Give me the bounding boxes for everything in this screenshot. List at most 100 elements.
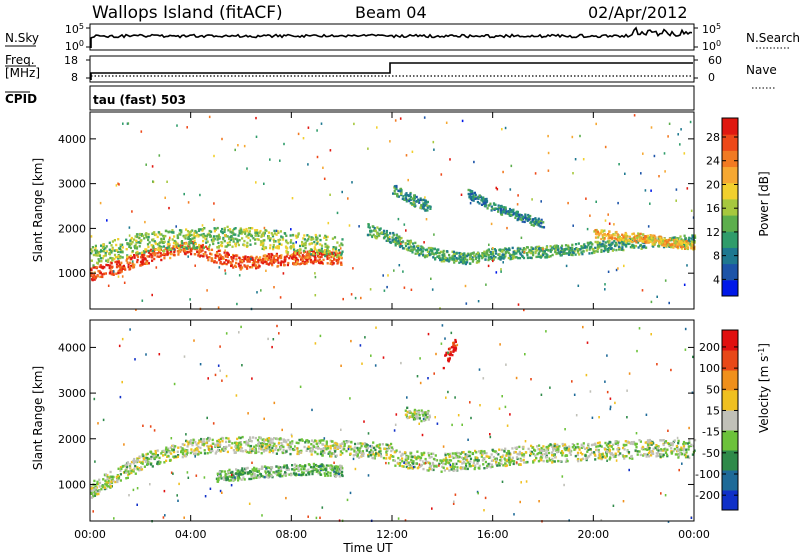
echo-cell (183, 245, 186, 249)
echo-cell (203, 440, 206, 443)
colorbar-tick-label: 16 (706, 202, 720, 215)
echo-cell (474, 193, 477, 197)
echo-cell (265, 449, 268, 452)
echo-cell (135, 239, 138, 242)
echo-cell (372, 453, 375, 456)
echo-cell (610, 445, 613, 448)
echo-cell (397, 189, 400, 192)
echo-cell (180, 231, 183, 234)
echo-cell (170, 231, 173, 234)
echo-cell (251, 227, 254, 230)
echo-cell (561, 454, 564, 457)
colorbar-tick-label: 24 (706, 155, 720, 168)
echo-cell (159, 461, 162, 464)
echo-cell (423, 202, 427, 205)
echo-cell (156, 243, 159, 246)
echo-cell (377, 454, 380, 457)
echo-cell (597, 450, 601, 454)
echo-cell (627, 451, 631, 454)
echo-cell (290, 239, 293, 242)
echo-cell (292, 448, 295, 452)
echo-cell (95, 490, 98, 493)
echo-cell (110, 262, 113, 265)
echo-cell (209, 233, 212, 236)
echo-cell (323, 249, 327, 252)
echo-cell (118, 263, 121, 266)
echo-cell (623, 264, 625, 268)
echo-cell (485, 466, 488, 469)
echo-cell (485, 250, 488, 254)
nsky-tick-bottom: 100 (65, 39, 84, 53)
echo-cell (531, 220, 534, 223)
echo-cell (598, 457, 601, 460)
echo-cell (497, 204, 500, 207)
echo-cell (659, 240, 662, 243)
echo-cell (124, 464, 127, 467)
echo-cell (93, 479, 96, 483)
echo-cell (306, 250, 309, 253)
echo-cell (199, 193, 201, 197)
echo-cell (409, 202, 412, 205)
echo-cell (495, 461, 498, 464)
echo-cell (474, 196, 477, 199)
echo-cell (654, 240, 657, 244)
echo-cell (234, 242, 237, 246)
echo-cell (501, 128, 503, 131)
echo-cell (467, 188, 470, 192)
echo-cell (164, 448, 168, 451)
echo-cell (432, 256, 435, 259)
echo-cell (287, 261, 290, 265)
echo-cell (440, 461, 443, 464)
echo-cell (641, 289, 644, 292)
echo-cell (424, 209, 427, 212)
echo-cell (420, 248, 423, 251)
echo-cell (593, 251, 596, 254)
echo-cell (505, 452, 508, 455)
echo-cell (500, 448, 503, 452)
echo-cell (553, 456, 557, 459)
echo-cell (93, 494, 97, 497)
echo-cell (138, 232, 142, 236)
echo-cell (109, 269, 112, 272)
echo-cell (466, 261, 469, 264)
echo-cell (242, 255, 245, 259)
echo-cell (591, 251, 594, 255)
echo-cell (360, 454, 363, 457)
echo-cell (131, 210, 133, 213)
echo-cell (662, 449, 665, 452)
echo-cell (502, 261, 504, 264)
echo-cell (458, 261, 461, 264)
echo-cell (165, 229, 168, 233)
echo-cell (187, 247, 190, 251)
echo-cell (111, 272, 114, 276)
echo-cell (206, 247, 209, 250)
echo-cell (456, 466, 459, 469)
echo-cell (283, 255, 286, 259)
echo-cell (522, 453, 526, 456)
echo-cell (332, 246, 335, 249)
echo-cell (142, 258, 145, 261)
echo-cell (255, 230, 258, 233)
echo-cell (94, 244, 97, 248)
echo-cell (511, 447, 514, 450)
echo-cell (301, 472, 304, 475)
echo-cell (586, 227, 589, 231)
echo-cell (678, 452, 682, 455)
echo-cell (292, 244, 295, 247)
echo-cell (246, 244, 249, 247)
echo-cell (433, 233, 435, 236)
echo-cell (250, 234, 253, 237)
echo-cell (461, 462, 464, 465)
echo-cell (616, 235, 619, 239)
echo-cell (556, 252, 559, 255)
echo-cell (573, 448, 576, 451)
echo-cell (623, 448, 626, 451)
echo-cell (128, 226, 131, 229)
echo-cell (367, 223, 370, 226)
echo-cell (233, 264, 236, 267)
echo-cell (268, 239, 272, 242)
echo-cell (438, 254, 441, 258)
echo-cell (206, 452, 209, 455)
echo-cell (555, 244, 558, 247)
echo-cell (418, 254, 421, 257)
